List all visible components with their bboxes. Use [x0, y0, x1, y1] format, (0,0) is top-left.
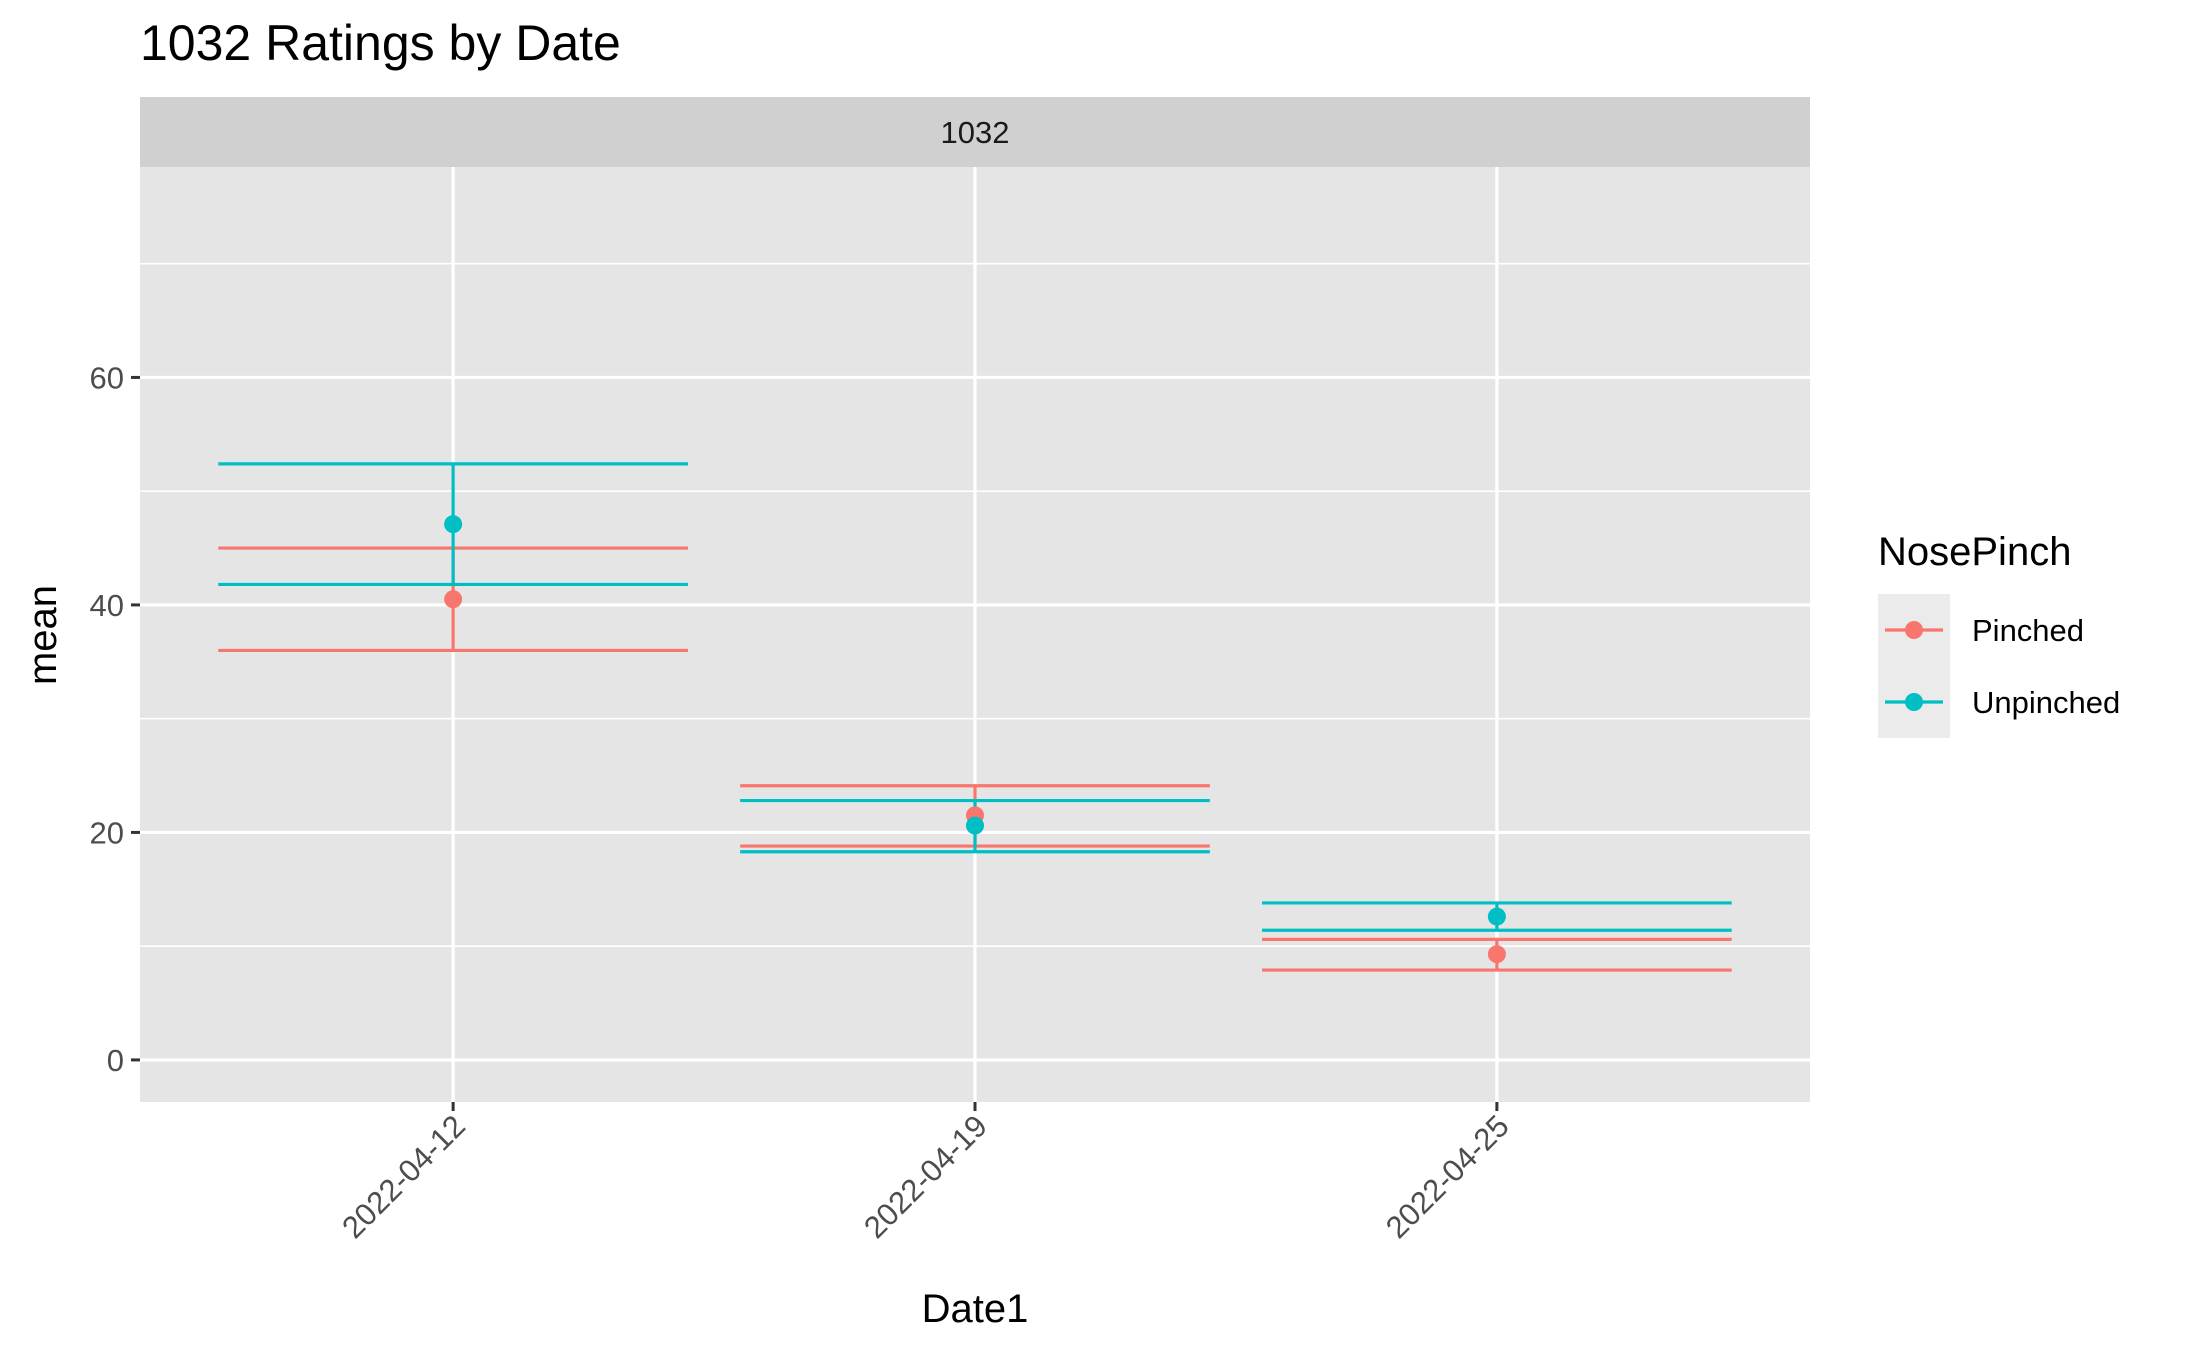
facet-strip	[140, 97, 1810, 167]
data-point	[966, 816, 984, 835]
y-tick-label: 0	[107, 1043, 124, 1078]
data-point	[1487, 907, 1506, 926]
legend-title: NosePinch	[1878, 530, 2071, 574]
data-point	[444, 515, 463, 534]
data-point	[1487, 945, 1506, 964]
legend-entry-label: Pinched	[1972, 613, 2084, 648]
data-point	[444, 590, 463, 609]
legend-entry-label: Unpinched	[1972, 685, 2120, 720]
y-tick-label: 20	[90, 815, 124, 850]
y-axis-title: mean	[21, 585, 65, 685]
y-tick-label: 40	[90, 588, 124, 623]
legend-key-background	[1878, 594, 1950, 738]
facet-strip-label: 1032	[941, 115, 1010, 150]
data-layer	[218, 462, 1732, 972]
x-axis-title: Date1	[922, 1287, 1029, 1331]
y-tick-label: 60	[90, 360, 124, 395]
chart-title: 1032 Ratings by Date	[140, 15, 621, 71]
legend-key-point	[1905, 621, 1923, 639]
legend-key-point	[1905, 693, 1923, 711]
legend: NosePinch Pinched Unpinched	[1878, 530, 2120, 738]
